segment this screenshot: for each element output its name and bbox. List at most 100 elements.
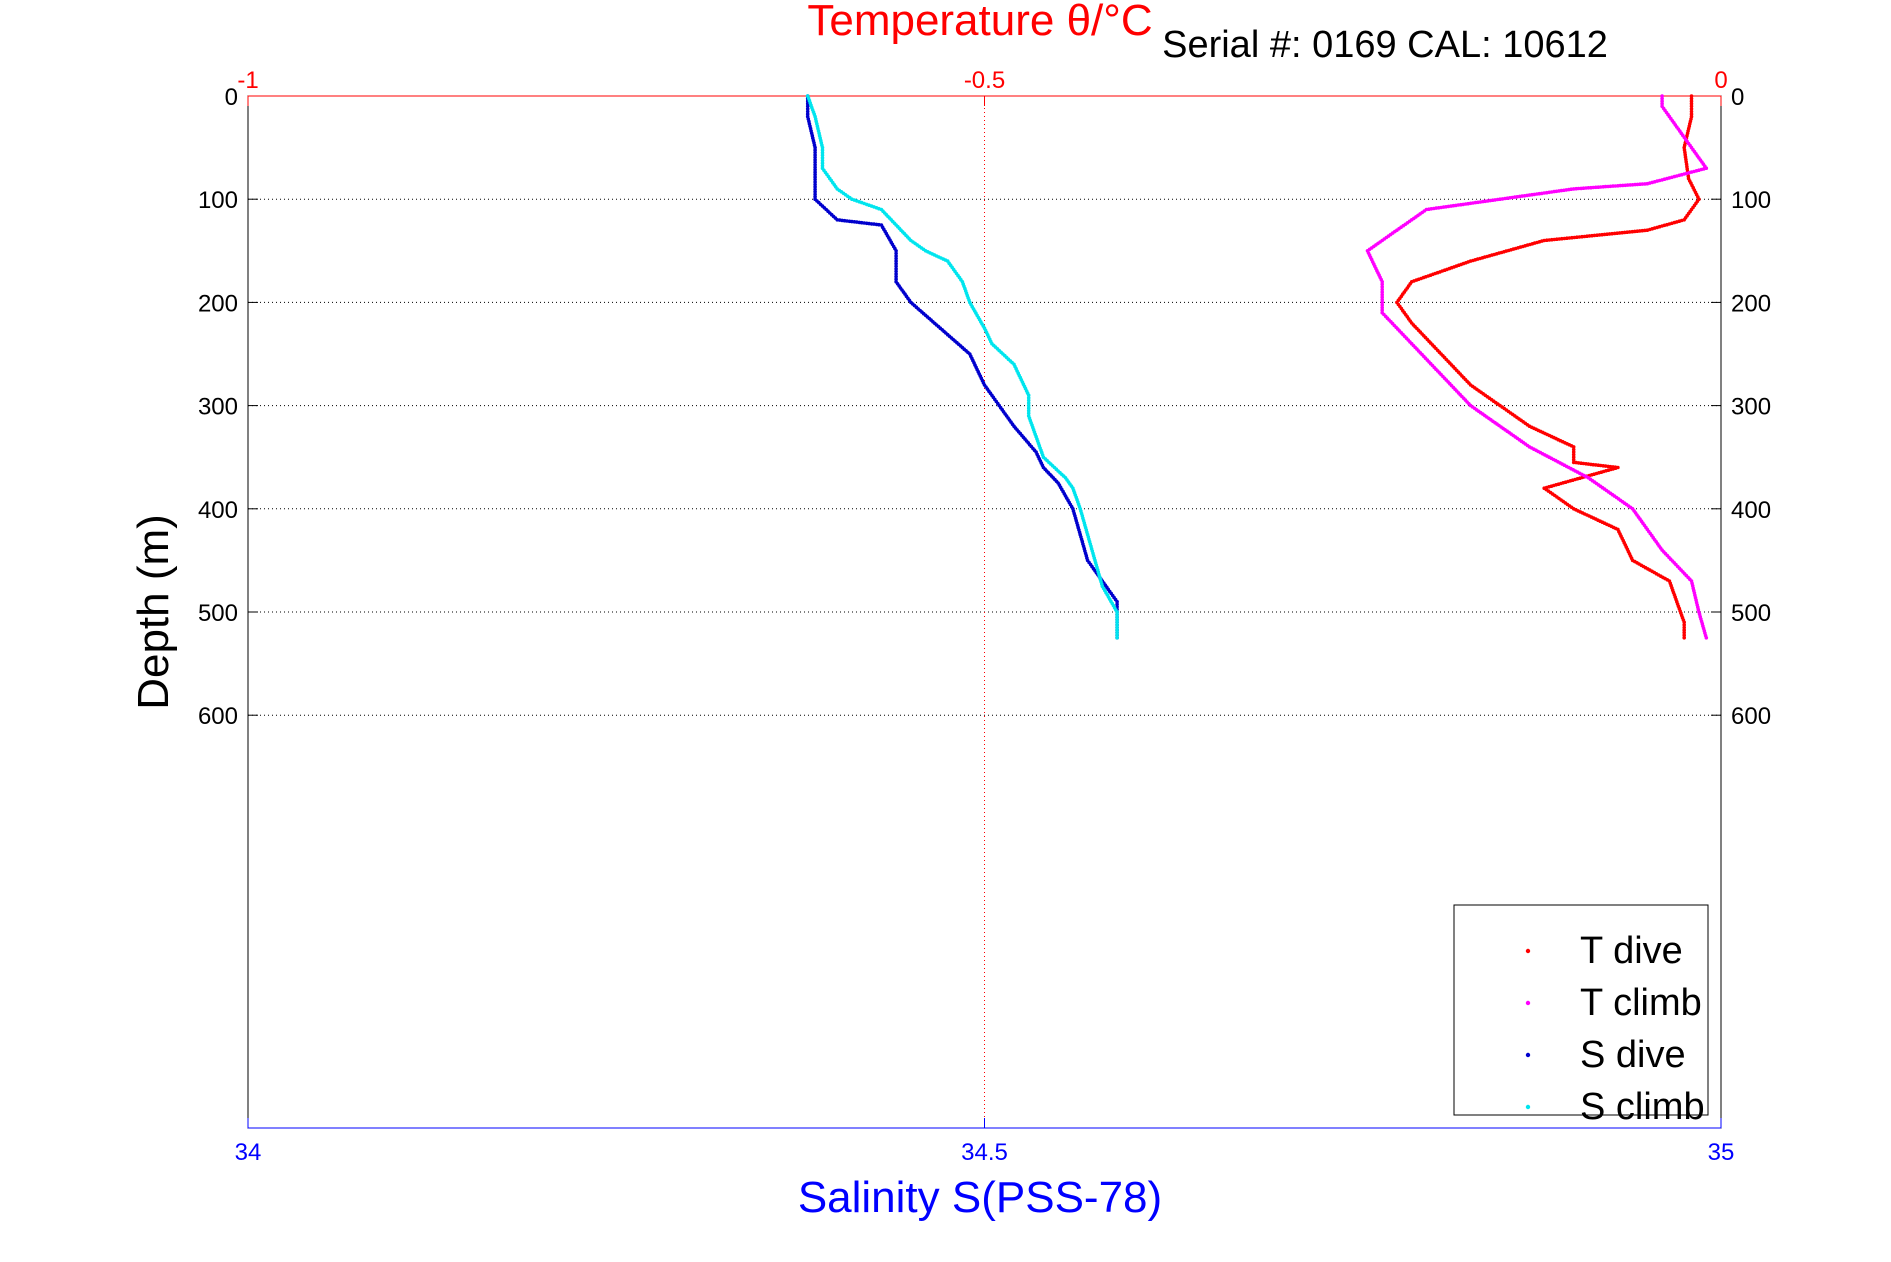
data-point: [1380, 295, 1384, 300]
data-point: [1630, 229, 1635, 234]
data-point: [1026, 396, 1031, 400]
data-point: [820, 148, 825, 152]
data-point: [1380, 303, 1384, 307]
data-point: [813, 177, 817, 182]
data-point: [1380, 305, 1384, 310]
y-tick-label-left: 400: [198, 497, 238, 524]
data-point: [1026, 403, 1031, 408]
data-point: [894, 267, 898, 271]
data-point: [813, 167, 817, 172]
legend-label: S dive: [1580, 1034, 1686, 1076]
data-point: [1380, 300, 1384, 305]
data-point: [1689, 112, 1694, 116]
data-point: [1380, 298, 1384, 302]
x-axis-label-bottom: Salinity S(PSS-78): [798, 1173, 1162, 1222]
y-tick-label-left: 200: [198, 290, 238, 317]
data-point: [813, 194, 817, 199]
legend-box: [1453, 904, 1709, 1116]
data-point: [805, 104, 810, 109]
data-point: [1026, 414, 1031, 418]
data-point: [820, 151, 825, 155]
data-point: [1115, 630, 1119, 635]
data-point: [1115, 617, 1119, 622]
series-s-dive: [805, 94, 1119, 640]
y-axis-right: 0 100 200 300 400 500 600: [1711, 84, 1771, 730]
data-point: [1545, 238, 1549, 242]
data-point: [820, 161, 825, 165]
data-point: [1380, 292, 1384, 297]
data-point: [820, 166, 825, 170]
y-tick-label-right: 600: [1731, 703, 1771, 730]
legend: T dive T climb S dive S climb: [1453, 904, 1709, 1128]
data-point: [1380, 308, 1384, 312]
data-point: [805, 94, 810, 98]
y-tick-label-left: 500: [198, 600, 238, 627]
data-point: [813, 155, 817, 160]
data-point: [805, 112, 810, 116]
x-axis-bottom: 34 34.5 35: [235, 1118, 1734, 1166]
data-point: [1380, 310, 1384, 315]
x-tick-label-top: -1: [237, 67, 258, 94]
data-point: [894, 269, 898, 274]
series-layer: [805, 94, 1709, 640]
data-point: [1682, 636, 1686, 640]
chart-title: Temperature θ/°C: [807, 0, 1152, 45]
data-point: [894, 259, 898, 263]
y-tick-label-right: 400: [1731, 497, 1771, 524]
data-point: [894, 251, 898, 256]
legend-marker: [1525, 1052, 1531, 1058]
y-tick-label-left: 300: [198, 394, 238, 421]
data-point: [820, 153, 825, 158]
data-point: [894, 277, 898, 282]
data-point: [1115, 612, 1119, 617]
legend-marker: [1525, 1000, 1531, 1006]
data-point: [1682, 625, 1686, 630]
data-point: [1660, 96, 1664, 101]
data-point: [1026, 409, 1031, 413]
data-point: [1689, 107, 1694, 111]
data-point: [1682, 623, 1686, 627]
data-point: [1115, 599, 1119, 604]
data-point: [1689, 96, 1694, 101]
x-tick-label-bottom: 34: [235, 1139, 262, 1166]
y-tick-label-right: 200: [1731, 290, 1771, 317]
data-point: [1026, 411, 1031, 416]
data-point: [805, 107, 810, 111]
y-tick-label-right: 0: [1731, 84, 1744, 111]
data-point: [1595, 233, 1599, 237]
x-axis-top: -1 -0.5 0: [237, 67, 1728, 106]
data-point: [813, 160, 817, 165]
data-point: [1026, 398, 1031, 403]
data-point: [1682, 633, 1686, 637]
data-point: [813, 150, 817, 155]
data-point: [1612, 231, 1617, 236]
y-tick-label-left: 600: [198, 703, 238, 730]
data-point: [1115, 633, 1119, 637]
data-point: [1115, 620, 1119, 625]
y-tick-label-right: 500: [1731, 600, 1771, 627]
data-point: [1571, 447, 1576, 452]
chart-subtitle: Serial #: 0169 CAL: 10612: [1162, 24, 1608, 66]
y-tick-label-left: 100: [198, 187, 238, 214]
legend-marker: [1525, 948, 1531, 954]
data-point: [813, 172, 817, 177]
y-axis-left: 0 100 200 300 400 500 600: [198, 84, 258, 730]
series-t-climb: [1365, 94, 1709, 640]
data-point: [1689, 101, 1694, 106]
data-point: [820, 158, 825, 163]
data-point: [813, 185, 817, 189]
data-point: [1380, 285, 1384, 289]
data-point: [1660, 101, 1664, 106]
data-point: [1660, 94, 1664, 98]
data-point: [1580, 234, 1584, 239]
data-point: [1115, 623, 1119, 627]
data-point: [894, 249, 898, 253]
data-point: [820, 163, 825, 168]
data-point: [1571, 455, 1576, 460]
data-point: [1689, 109, 1694, 114]
series-t-dive: [1395, 94, 1701, 640]
data-point: [1689, 99, 1694, 103]
data-point: [1562, 236, 1567, 241]
data-point: [1115, 628, 1119, 632]
